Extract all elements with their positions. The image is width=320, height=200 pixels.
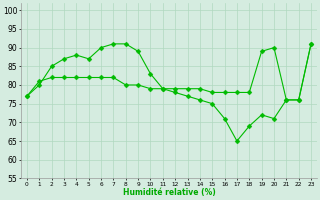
X-axis label: Humidité relative (%): Humidité relative (%) <box>123 188 215 197</box>
